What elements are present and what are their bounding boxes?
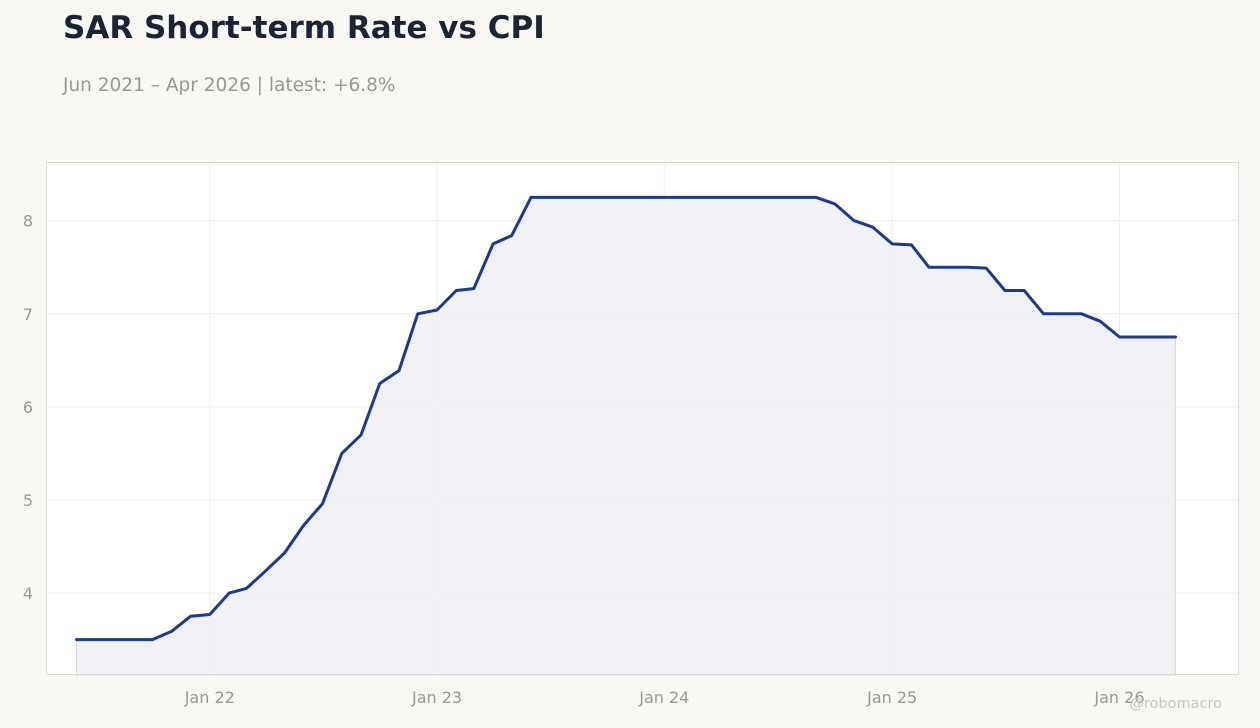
x-tick-label: Jan 25 [866, 688, 917, 707]
x-tick-label: Jan 22 [184, 688, 235, 707]
series-line [75, 195, 1177, 642]
y-tick-label: 6 [23, 398, 33, 417]
plot-border [46, 162, 1239, 675]
chart-title: SAR Short-term Rate vs CPI [63, 10, 545, 46]
y-tick-label: 7 [23, 305, 33, 324]
y-tick-label: 4 [23, 584, 33, 603]
chart-subtitle: Jun 2021 – Apr 2026 | latest: +6.8% [63, 75, 396, 96]
x-tick-label: Jan 26 [1093, 688, 1144, 707]
x-tick-label: Jan 24 [638, 688, 689, 707]
watermark: @robomacro [1129, 696, 1222, 712]
y-tick-label: 8 [23, 212, 33, 231]
y-tick-label: 5 [23, 491, 33, 510]
x-tick-label: Jan 23 [411, 688, 462, 707]
